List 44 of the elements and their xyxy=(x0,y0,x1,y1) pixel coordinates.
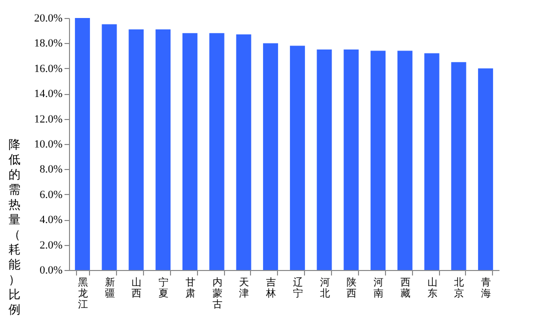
text: 降低的需热量（耗能）比例 xyxy=(8,138,20,316)
bar xyxy=(263,43,278,270)
bar xyxy=(102,24,117,270)
x-tick-label: 吉林 xyxy=(265,276,276,300)
bar xyxy=(451,62,466,270)
x-tick-label: 青海 xyxy=(481,276,492,300)
bar xyxy=(156,29,171,270)
bar xyxy=(344,50,359,270)
x-tick-label: 北京 xyxy=(454,276,464,300)
bar xyxy=(478,68,494,270)
y-tick-label: 16.0% xyxy=(34,62,62,75)
x-tick-label: 辽宁 xyxy=(292,276,303,300)
y-tick-label: 18.0% xyxy=(34,38,62,50)
y-tick-label: 2.0% xyxy=(40,239,62,252)
x-tick-label: 新疆 xyxy=(104,276,115,300)
x-tick-label: 河南 xyxy=(374,276,384,300)
x-tick-label: 内蒙古 xyxy=(212,276,222,310)
y-tick-label: 6.0% xyxy=(40,188,62,201)
y-tick-label: 0.0% xyxy=(40,264,62,276)
y-tick-label: 8.0% xyxy=(40,164,62,176)
y-tick-label: 10.0% xyxy=(34,138,62,150)
x-tick-label: 西藏 xyxy=(400,278,410,300)
y-tick-label: 12.0% xyxy=(34,113,62,126)
y-tick-label: 14.0% xyxy=(34,88,62,100)
x-tick-label: 河北 xyxy=(320,276,330,300)
bar xyxy=(290,46,305,270)
bar xyxy=(128,29,144,270)
bar xyxy=(397,50,412,270)
y-tick-label: 4.0% xyxy=(40,214,62,226)
bar xyxy=(74,18,90,270)
bar xyxy=(209,33,224,270)
x-tick-label: 山西 xyxy=(132,276,142,300)
bar xyxy=(370,50,386,270)
x-tick-label: 天津 xyxy=(239,278,250,300)
x-tick-label: 甘肃 xyxy=(185,276,196,300)
x-tick-label: 陕西 xyxy=(346,276,357,300)
bar xyxy=(424,53,440,270)
bar xyxy=(182,33,198,270)
bar xyxy=(316,50,332,270)
bar xyxy=(236,34,252,270)
x-tick-label: 山东 xyxy=(427,276,438,300)
x-tick-label: 宁夏 xyxy=(158,276,169,300)
x-tick-label: 黑龙江 xyxy=(78,278,88,310)
y-tick-label: 20.0% xyxy=(34,12,62,24)
